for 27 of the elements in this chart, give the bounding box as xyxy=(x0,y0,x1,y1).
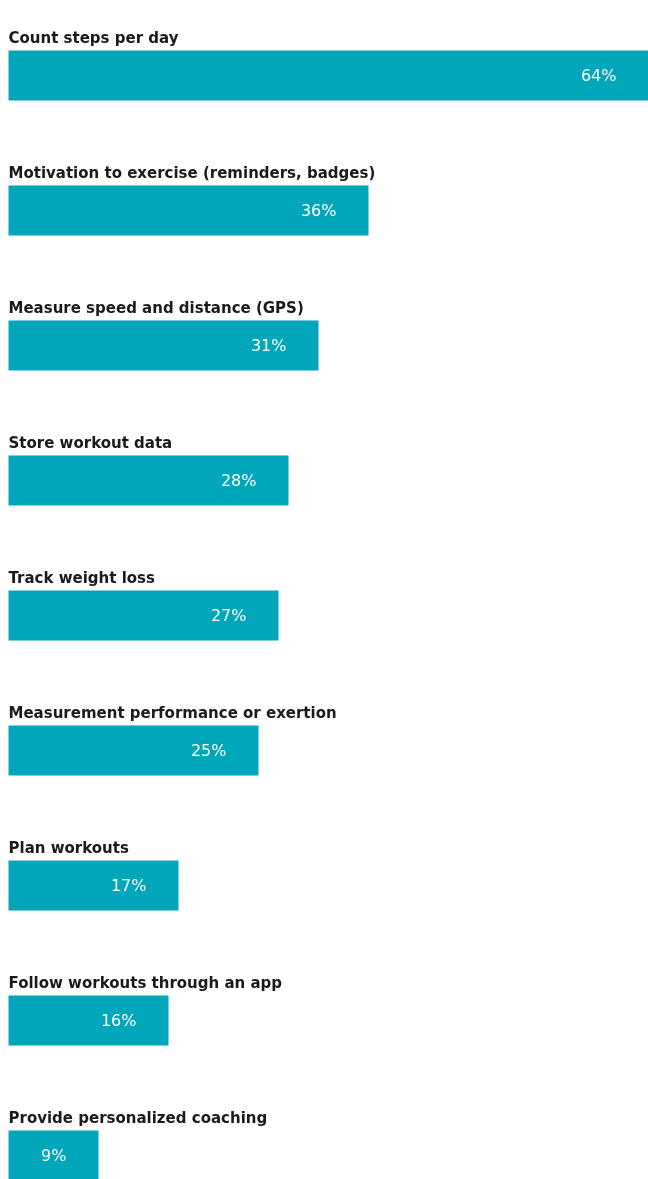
bar xyxy=(8,590,279,641)
data-label: 25% xyxy=(190,741,227,760)
data-label: 31% xyxy=(250,336,287,355)
y-tick-label: Track weight loss xyxy=(8,568,156,587)
data-label: 28% xyxy=(220,471,257,490)
data-label: 36% xyxy=(300,201,337,220)
bar xyxy=(8,1130,99,1179)
bar xyxy=(8,860,179,911)
bar xyxy=(8,725,259,776)
bar xyxy=(8,320,319,371)
bar xyxy=(8,995,169,1046)
data-label: 16% xyxy=(100,1011,137,1030)
data-label: 9% xyxy=(41,1146,67,1165)
y-tick-label: Plan workouts xyxy=(8,838,129,857)
y-tick-label: Count steps per day xyxy=(8,28,179,47)
bar xyxy=(8,455,289,506)
y-tick-label: Store workout data xyxy=(8,433,173,452)
bar xyxy=(8,185,369,236)
y-tick-label: Motivation to exercise (reminders, badges) xyxy=(8,163,376,182)
data-label: 27% xyxy=(210,606,247,625)
bar xyxy=(8,50,648,101)
y-tick-label: Measure speed and distance (GPS) xyxy=(8,298,304,317)
y-tick-label: Provide personalized coaching xyxy=(8,1108,268,1127)
y-tick-label: Measurement performance or exertion xyxy=(8,703,337,722)
data-label: 64% xyxy=(580,66,617,85)
data-label: 17% xyxy=(110,876,147,895)
y-tick-label: Follow workouts through an app xyxy=(8,973,283,992)
